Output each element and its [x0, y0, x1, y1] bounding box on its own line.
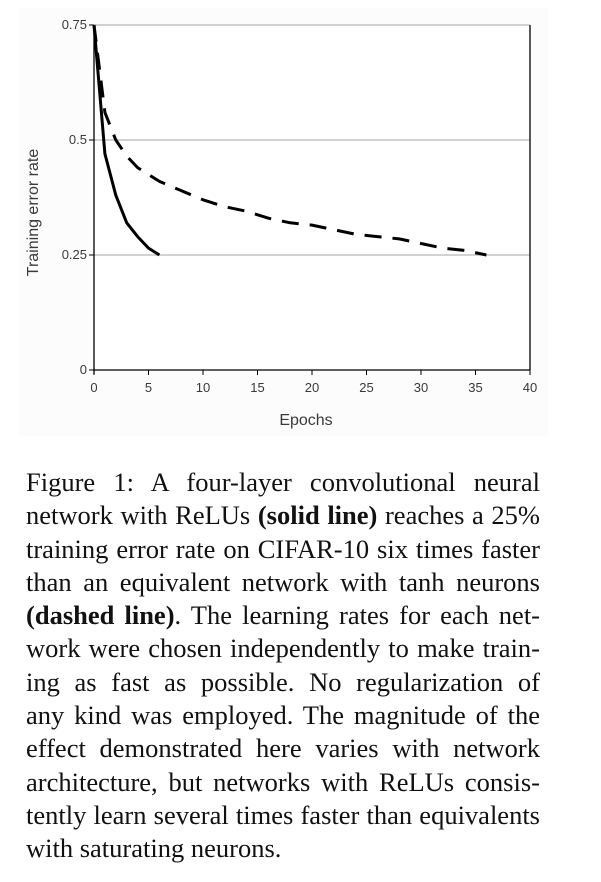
x-tick-label: 40: [523, 380, 537, 395]
caption-text: than an equivalent network with tanh neu…: [26, 566, 540, 597]
y-tick-label: 0.5: [69, 132, 87, 147]
x-tick-label: 0: [90, 380, 97, 395]
caption-line: (dashed line). The learning rates for ea…: [26, 599, 540, 632]
caption-text: training error rate on CIFAR-10 six time…: [26, 533, 540, 564]
tanh-dashed-line: [92, 24, 487, 257]
caption-text: any kind was employed. The magnitude of …: [26, 700, 540, 731]
y-tick-label: 0: [80, 362, 87, 377]
x-tick-label: 20: [305, 380, 319, 395]
caption-text: network with ReLUs: [26, 500, 258, 531]
caption-line: ing as fast as possible. No regularizati…: [26, 666, 540, 699]
plot-background: [94, 25, 530, 370]
caption-line: tently learn several times faster than e…: [26, 799, 540, 832]
figure-caption: Figure 1: A four-layer convolutional neu…: [26, 466, 540, 866]
caption-text: . The learning rates for each net-: [174, 600, 541, 631]
caption-line: Figure 1: A four-layer convolutional neu…: [26, 466, 540, 499]
caption-line: work were chosen independently to make t…: [26, 632, 540, 665]
caption-text: with saturating neurons.: [26, 833, 282, 864]
caption-text: work were chosen independently to make t…: [26, 633, 540, 664]
caption-line: effect demonstrated here varies with net…: [26, 732, 540, 765]
caption-line: any kind was employed. The magnitude of …: [26, 699, 540, 732]
x-tick-label: 15: [250, 380, 264, 395]
y-tick-label: 0.75: [62, 17, 87, 32]
y-axis-label: Training error rate: [25, 149, 42, 277]
caption-line: than an equivalent network with tanh neu…: [26, 566, 540, 599]
x-tick-label: 35: [468, 380, 482, 395]
caption-text: architecture, but networks with ReLUs co…: [26, 766, 540, 797]
caption-text: ing as fast as possible. No regularizati…: [26, 666, 540, 697]
chart-area: 0 0.25 0.5 0.75 0 5 10 15 20 25 30 35 40 Epochs Traini…: [18, 8, 548, 436]
line-chart: 0 0.25 0.5 0.75 0 5 10 15 20 25 30 35 40 Epochs Traini…: [25, 17, 537, 429]
caption-text: reaches a 25%: [377, 500, 540, 531]
caption-text: effect demonstrated here varies with net…: [26, 733, 540, 764]
y-tick-label: 0.25: [62, 247, 87, 262]
caption-line: architecture, but networks with ReLUs co…: [26, 766, 540, 799]
caption-bold-text: (dashed line): [26, 600, 175, 631]
x-axis-label: Epochs: [279, 412, 332, 429]
caption-line: network with ReLUs (solid line) reaches …: [26, 499, 540, 532]
caption-text: tently learn several times faster than e…: [26, 799, 540, 830]
x-tick-label: 10: [196, 380, 210, 395]
x-tick-label: 30: [414, 380, 428, 395]
caption-text: Figure 1: A four-layer convolutional neu…: [26, 467, 540, 497]
x-tick-label: 5: [145, 380, 152, 395]
caption-bold-text: (solid line): [257, 500, 378, 531]
relu-solid-line: [92, 24, 161, 257]
caption-line: with saturating neurons.: [26, 832, 540, 865]
caption-line: training error rate on CIFAR-10 six time…: [26, 533, 540, 566]
x-tick-label: 25: [359, 380, 373, 395]
